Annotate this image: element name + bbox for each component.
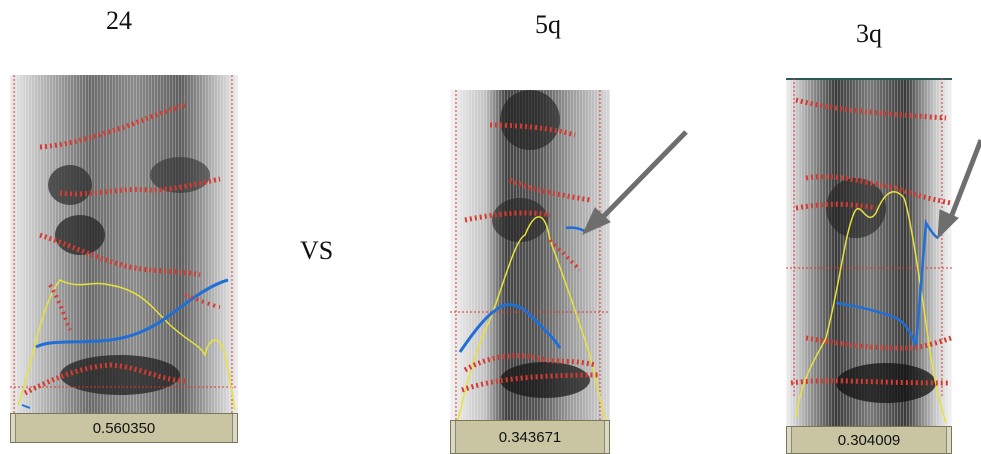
pitch-contour-3 bbox=[835, 219, 939, 347]
duration-value-2: 0.343671 bbox=[498, 428, 562, 446]
spectrogram-panel-2: 0.343671 bbox=[450, 90, 610, 454]
pitch-contour-2 bbox=[458, 303, 562, 353]
intensity-contour-2 bbox=[457, 216, 606, 420]
pitch-contour bbox=[35, 278, 229, 349]
formant-tracks bbox=[23, 102, 221, 396]
duration-bar-1[interactable]: 0.560350 bbox=[10, 413, 238, 443]
intensity-contour bbox=[17, 279, 236, 411]
heading-24: 24 bbox=[106, 6, 132, 35]
spectrogram-1 bbox=[10, 75, 238, 413]
spectrogram-panel-3: 0.304009 bbox=[786, 78, 952, 454]
duration-value-3: 0.304009 bbox=[837, 431, 901, 449]
vs-separator: VS bbox=[300, 236, 334, 265]
spectrogram-3 bbox=[786, 78, 952, 426]
heading-5q: 5q bbox=[535, 10, 561, 39]
spectrogram-2 bbox=[450, 90, 610, 420]
duration-bar-3[interactable]: 0.304009 bbox=[786, 426, 952, 454]
duration-value-1: 0.560350 bbox=[92, 419, 156, 437]
duration-bar-2[interactable]: 0.343671 bbox=[450, 420, 610, 454]
intensity-contour-3 bbox=[795, 191, 947, 424]
spectrogram-panel-1: 0.560350 bbox=[10, 75, 238, 443]
heading-3q: 3q bbox=[856, 19, 882, 48]
